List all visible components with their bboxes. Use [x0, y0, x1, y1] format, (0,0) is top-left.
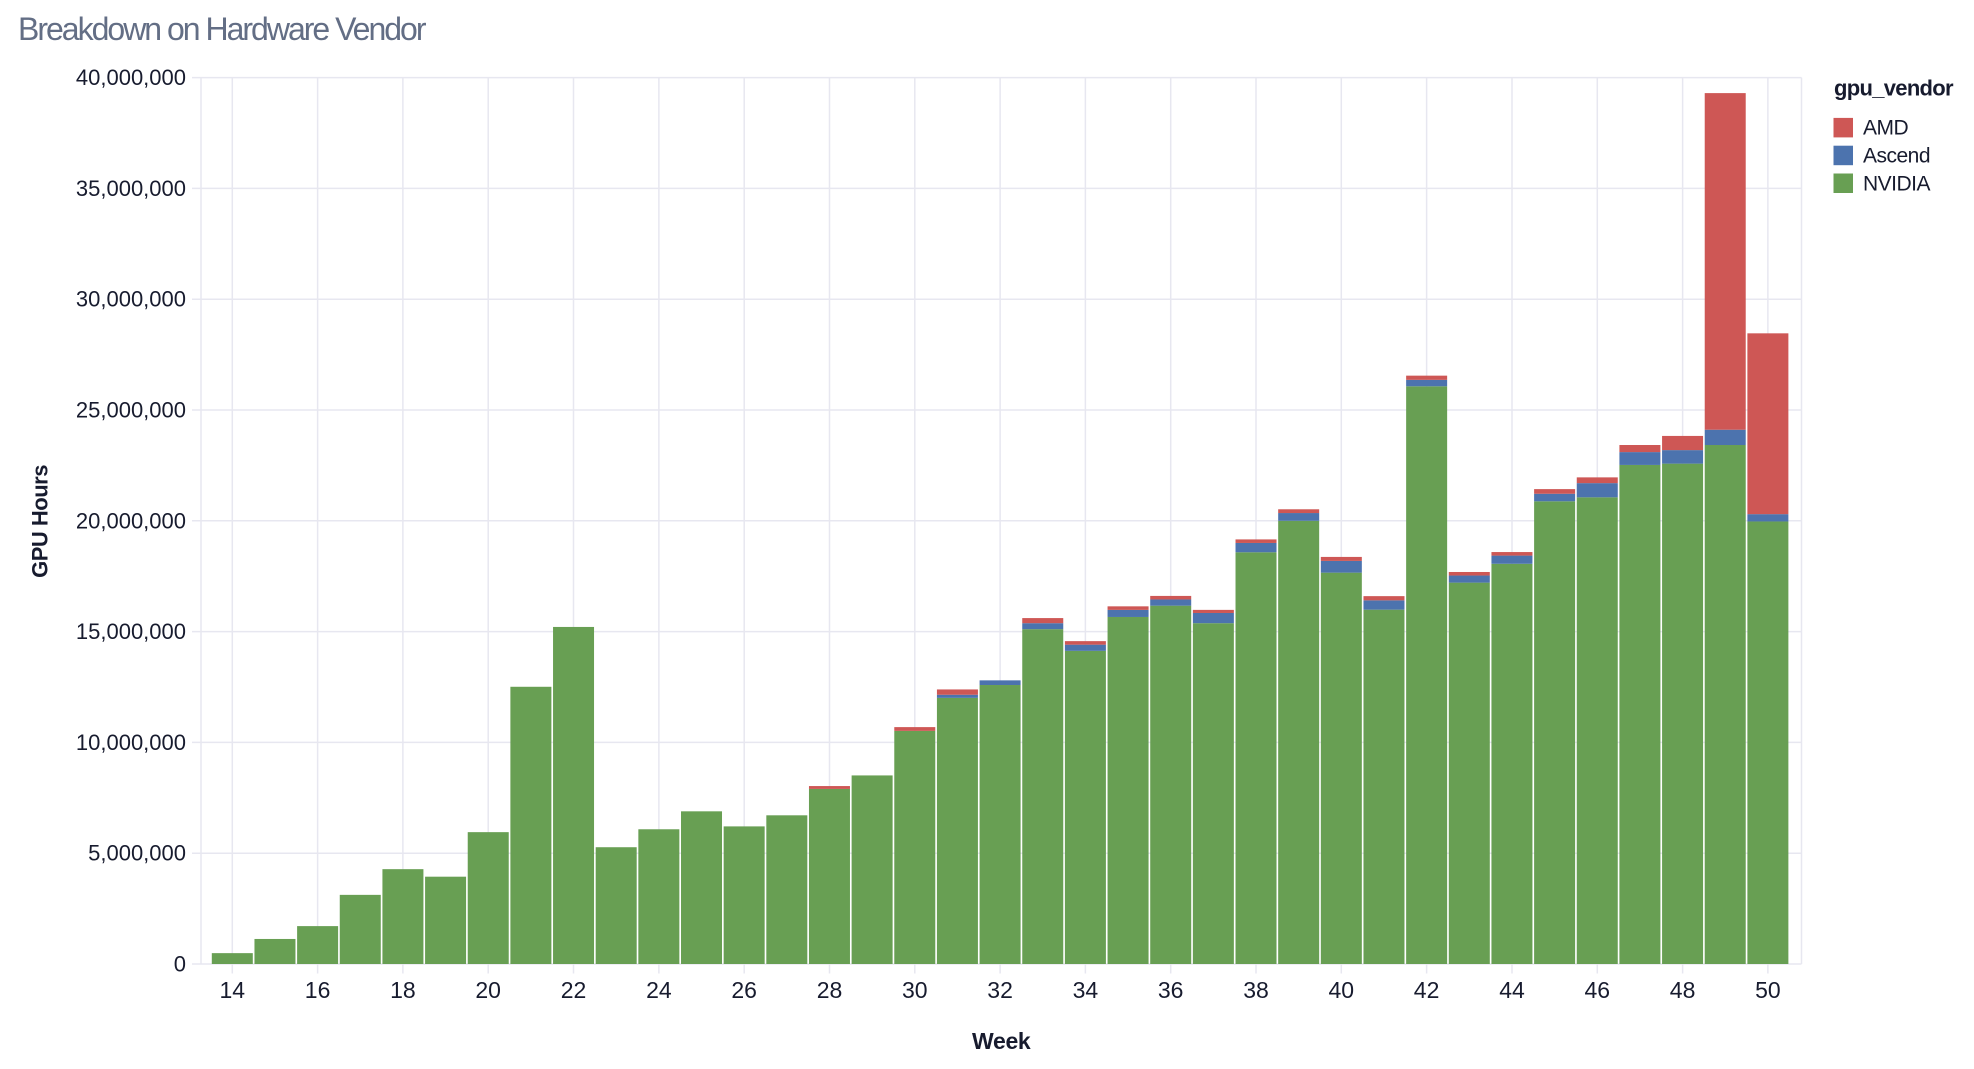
svg-text:44: 44: [1499, 977, 1525, 1003]
svg-text:38: 38: [1243, 977, 1269, 1003]
svg-text:34: 34: [1073, 977, 1099, 1003]
svg-text:42: 42: [1414, 977, 1440, 1003]
svg-text:gpu_vendor: gpu_vendor: [1834, 76, 1954, 101]
svg-text:46: 46: [1585, 977, 1611, 1003]
svg-text:50: 50: [1755, 977, 1781, 1003]
svg-text:15,000,000: 15,000,000: [76, 619, 186, 644]
svg-text:20: 20: [475, 977, 501, 1003]
svg-text:10,000,000: 10,000,000: [76, 730, 186, 755]
svg-text:16: 16: [305, 977, 331, 1003]
svg-text:22: 22: [561, 977, 587, 1003]
svg-text:48: 48: [1670, 977, 1696, 1003]
svg-text:NVIDIA: NVIDIA: [1863, 173, 1931, 196]
svg-text:30: 30: [902, 977, 928, 1003]
svg-text:32: 32: [987, 977, 1013, 1003]
svg-text:28: 28: [817, 977, 843, 1003]
svg-text:30,000,000: 30,000,000: [76, 287, 186, 312]
svg-text:Week: Week: [972, 1028, 1031, 1054]
svg-text:36: 36: [1158, 977, 1184, 1003]
svg-text:Breakdown on Hardware Vendor: Breakdown on Hardware Vendor: [18, 11, 427, 47]
svg-text:40,000,000: 40,000,000: [76, 65, 186, 90]
svg-text:14: 14: [220, 977, 246, 1003]
svg-text:GPU Hours: GPU Hours: [28, 465, 53, 578]
svg-text:0: 0: [174, 952, 186, 977]
svg-text:20,000,000: 20,000,000: [76, 508, 186, 533]
svg-text:35,000,000: 35,000,000: [76, 176, 186, 201]
svg-text:Ascend: Ascend: [1863, 145, 1930, 168]
svg-text:18: 18: [390, 977, 416, 1003]
svg-text:25,000,000: 25,000,000: [76, 398, 186, 423]
svg-text:5,000,000: 5,000,000: [88, 841, 186, 866]
svg-text:40: 40: [1329, 977, 1355, 1003]
svg-text:26: 26: [731, 977, 757, 1003]
svg-text:24: 24: [646, 977, 672, 1003]
svg-text:AMD: AMD: [1863, 117, 1909, 140]
